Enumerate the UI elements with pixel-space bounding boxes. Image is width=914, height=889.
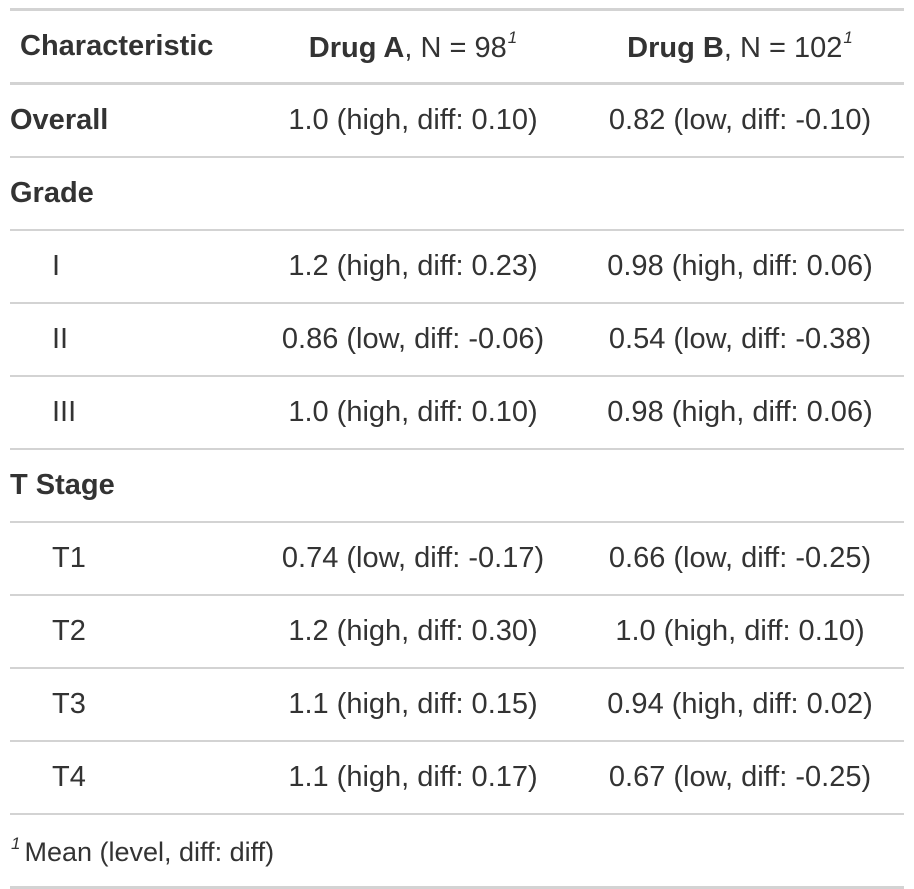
row-label: T1 — [10, 522, 250, 596]
row-label: T Stage — [10, 449, 250, 523]
footnote-row: 1 Mean (level, diff: diff) — [10, 814, 904, 889]
cell-drug-b — [576, 449, 904, 523]
header-row: Characteristic Drug A, N = 981 Drug B, N… — [10, 9, 904, 85]
cell-drug-a: 1.0 (high, diff: 0.10) — [250, 376, 576, 450]
cell-drug-b: 0.98 (high, diff: 0.06) — [576, 230, 904, 304]
footnote-marker: 1 — [507, 28, 518, 47]
row-label: T3 — [10, 668, 250, 742]
cell-drug-b: 0.82 (low, diff: -0.10) — [576, 83, 904, 158]
cell-drug-a — [250, 157, 576, 231]
cell-drug-a: 1.2 (high, diff: 0.30) — [250, 595, 576, 669]
summary-table: Characteristic Drug A, N = 981 Drug B, N… — [10, 8, 904, 889]
table-footnote: 1 Mean (level, diff: diff) — [10, 814, 904, 889]
table-row-grade-ii: II 0.86 (low, diff: -0.06) 0.54 (low, di… — [10, 303, 904, 377]
table-row-t1: T1 0.74 (low, diff: -0.17) 0.66 (low, di… — [10, 522, 904, 596]
cell-drug-a: 1.1 (high, diff: 0.15) — [250, 668, 576, 742]
drug-a-name: Drug A — [308, 32, 405, 64]
header-characteristic: Characteristic — [10, 9, 250, 85]
table-row-t4: T4 1.1 (high, diff: 0.17) 0.67 (low, dif… — [10, 741, 904, 815]
header-drug-a: Drug A, N = 981 — [250, 9, 576, 85]
footnote-marker: 1 — [843, 28, 853, 47]
cell-drug-a: 0.74 (low, diff: -0.17) — [250, 522, 576, 596]
cell-drug-b: 0.54 (low, diff: -0.38) — [576, 303, 904, 377]
cell-drug-b — [576, 157, 904, 231]
cell-drug-a: 1.1 (high, diff: 0.17) — [250, 741, 576, 815]
footnote-marker: 1 — [11, 833, 21, 853]
row-label: T2 — [10, 595, 250, 669]
row-label: Overall — [10, 83, 250, 158]
drug-b-n: , N = 102 — [723, 32, 843, 64]
cell-drug-b: 0.66 (low, diff: -0.25) — [576, 522, 904, 596]
row-label: III — [10, 376, 250, 450]
cell-drug-b: 0.94 (high, diff: 0.02) — [576, 668, 904, 742]
table-row-grade-i: I 1.2 (high, diff: 0.23) 0.98 (high, dif… — [10, 230, 904, 304]
footnote-text: Mean (level, diff: diff) — [24, 836, 275, 867]
row-label: I — [10, 230, 250, 304]
table-row-t-stage: T Stage — [10, 449, 904, 523]
table-row-grade-iii: III 1.0 (high, diff: 0.10) 0.98 (high, d… — [10, 376, 904, 450]
row-label: Grade — [10, 157, 250, 231]
drug-a-n: , N = 98 — [404, 32, 507, 64]
header-drug-b: Drug B, N = 1021 — [576, 9, 904, 85]
cell-drug-b: 0.67 (low, diff: -0.25) — [576, 741, 904, 815]
cell-drug-a: 1.0 (high, diff: 0.10) — [250, 83, 576, 158]
row-label: T4 — [10, 741, 250, 815]
table-row-t2: T2 1.2 (high, diff: 0.30) 1.0 (high, dif… — [10, 595, 904, 669]
cell-drug-a: 0.86 (low, diff: -0.06) — [250, 303, 576, 377]
drug-b-name: Drug B — [627, 32, 724, 64]
summary-table-container: Characteristic Drug A, N = 981 Drug B, N… — [10, 8, 904, 889]
cell-drug-b: 1.0 (high, diff: 0.10) — [576, 595, 904, 669]
table-row-t3: T3 1.1 (high, diff: 0.15) 0.94 (high, di… — [10, 668, 904, 742]
cell-drug-b: 0.98 (high, diff: 0.06) — [576, 376, 904, 450]
cell-drug-a: 1.2 (high, diff: 0.23) — [250, 230, 576, 304]
table-row-overall: Overall 1.0 (high, diff: 0.10) 0.82 (low… — [10, 83, 904, 158]
cell-drug-a — [250, 449, 576, 523]
table-row-grade: Grade — [10, 157, 904, 231]
row-label: II — [10, 303, 250, 377]
